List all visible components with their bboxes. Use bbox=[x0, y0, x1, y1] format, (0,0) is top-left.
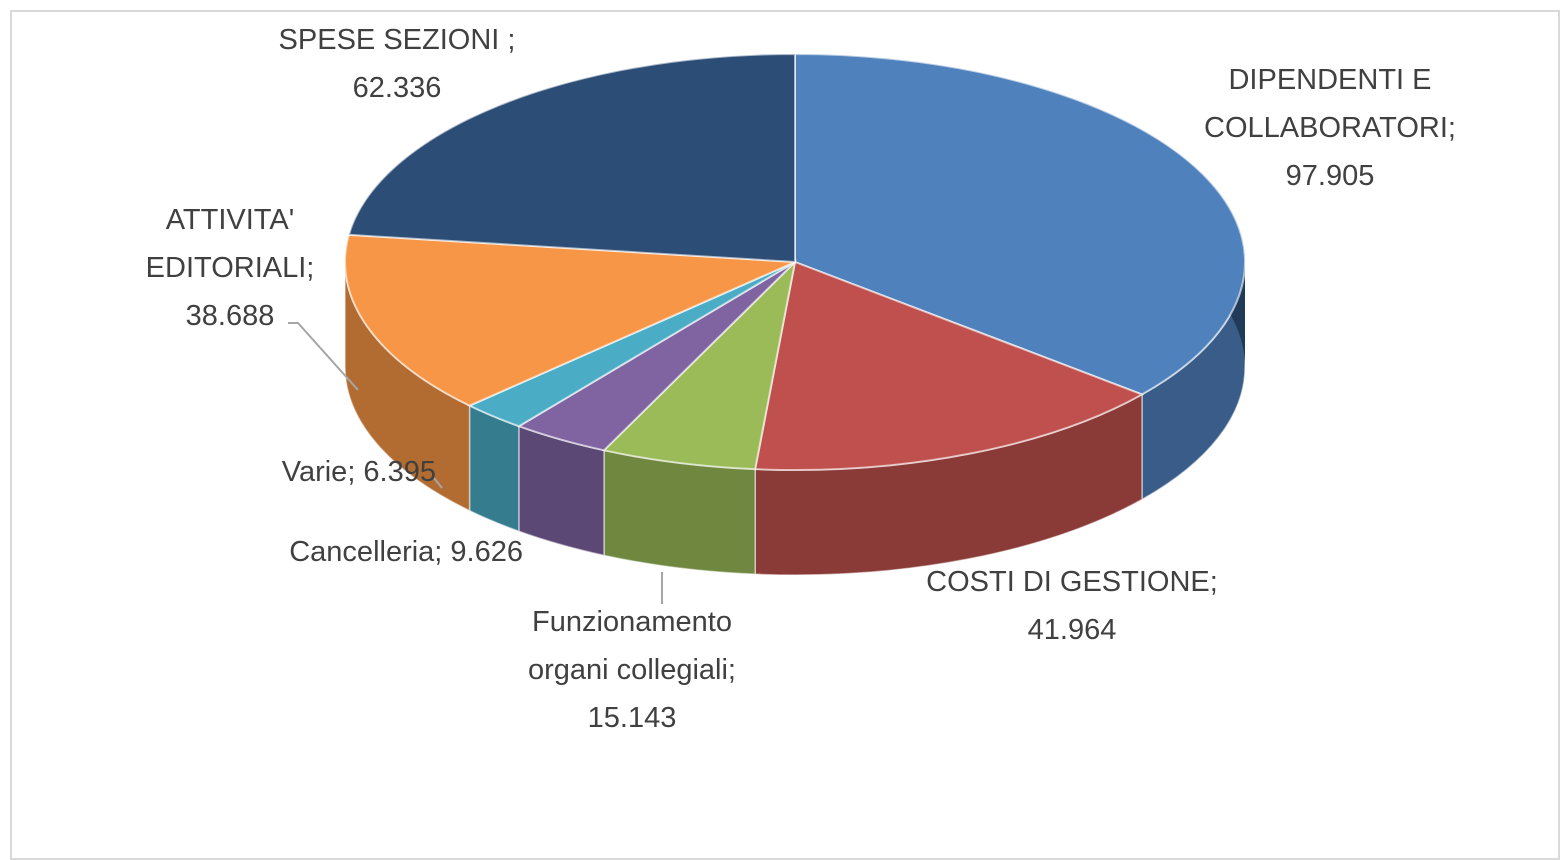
pie-tops bbox=[344, 52, 1246, 471]
data-label: DIPENDENTI E COLLABORATORI; 97.905 bbox=[1204, 64, 1456, 192]
data-label: Varie; 6.395 bbox=[281, 456, 436, 488]
slice bbox=[794, 52, 1246, 396]
leader-line bbox=[433, 477, 443, 489]
slice bbox=[601, 259, 797, 471]
slice bbox=[347, 52, 796, 264]
data-label: ATTIVITA' EDITORIALI; 38.688 bbox=[145, 204, 315, 332]
data-label: Funzionamento organi collegiali; 15.143 bbox=[528, 606, 736, 734]
slice bbox=[753, 260, 1145, 471]
leader-lines bbox=[288, 322, 663, 604]
leader-line bbox=[288, 322, 359, 391]
data-label: Cancelleria; 9.626 bbox=[289, 536, 523, 568]
slice bbox=[344, 233, 796, 407]
data-label: SPESE SEZIONI ; 62.336 bbox=[278, 24, 516, 104]
data-label: COSTI DI GESTIONE; 41.964 bbox=[926, 566, 1218, 646]
